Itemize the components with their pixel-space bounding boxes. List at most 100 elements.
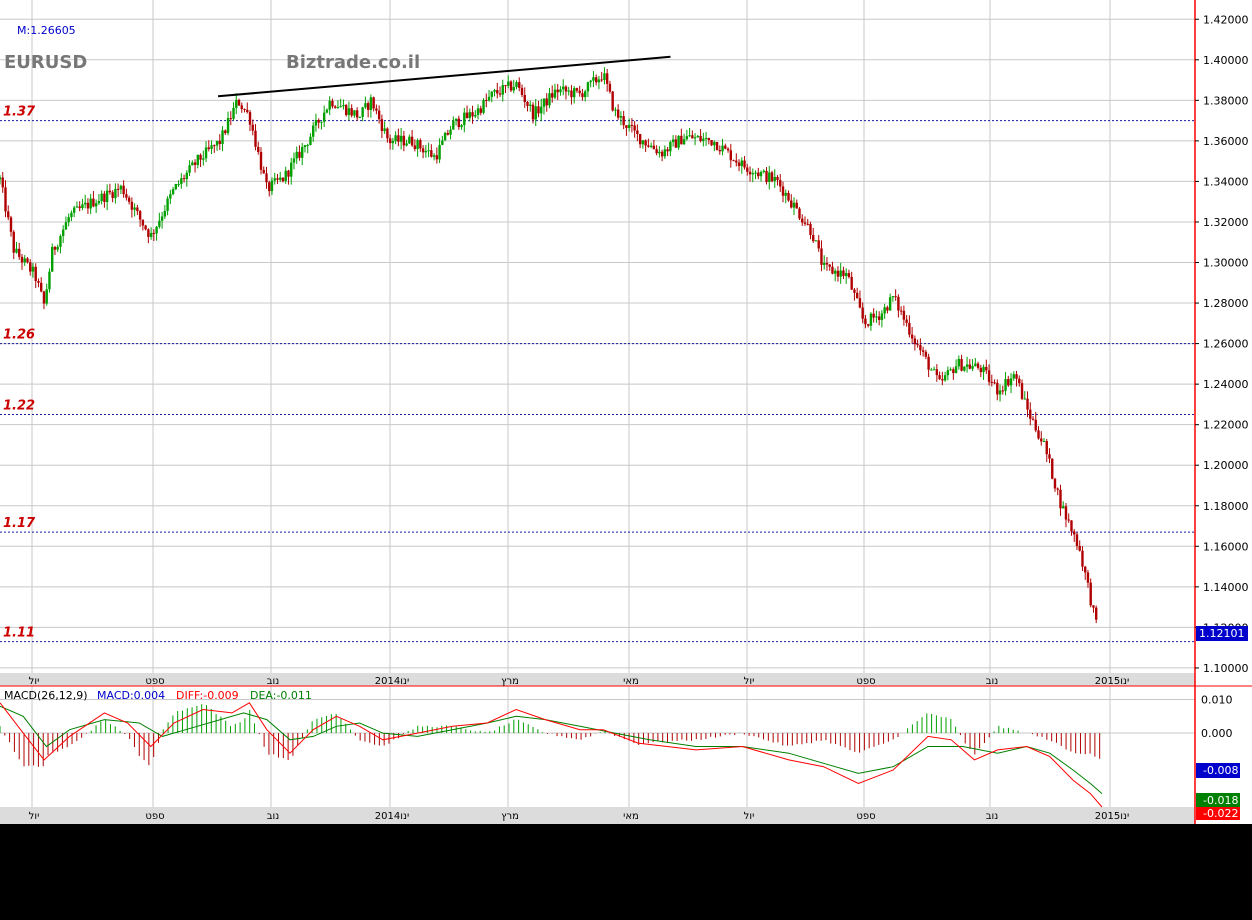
candle-up [619, 116, 623, 118]
candle-down [248, 112, 252, 125]
candle-up [399, 135, 403, 142]
dea-line [0, 705, 1103, 794]
candle-down [765, 170, 768, 183]
candle-down [787, 192, 790, 201]
macd-grid [0, 686, 1195, 807]
candle-down [1034, 419, 1037, 431]
candle-up [133, 207, 136, 210]
candle-down [537, 106, 540, 114]
candle-down [908, 322, 911, 335]
candle-down [605, 73, 609, 84]
candle-down [380, 119, 384, 131]
price-tick-label: 1.34000 [1203, 175, 1249, 188]
macd-date-ticks: יול ספט נוב 2014ינו מרץ מאי יול ספט נוב 2015ינו [29, 811, 1130, 822]
candle-down [1020, 383, 1024, 399]
macd-date-tick-label: 2014ינו [375, 811, 409, 822]
candle-up [427, 150, 430, 152]
candle-up [31, 266, 35, 272]
candle-up [114, 188, 117, 199]
candle-down [996, 382, 999, 395]
candle-up [688, 135, 691, 137]
candle-up [891, 296, 895, 298]
candle-down [103, 193, 106, 202]
candle-down [42, 291, 46, 304]
candle-down [111, 192, 114, 199]
candle-up [394, 135, 397, 142]
candle-up [202, 158, 205, 160]
candle-up [641, 140, 645, 145]
macd-date-tick-label: יול [29, 811, 40, 822]
candle-up [81, 204, 84, 209]
candles[interactable] [0, 67, 1098, 624]
candle-down [375, 108, 378, 111]
candle-down [817, 240, 820, 249]
price-grid [0, 0, 1195, 673]
candle-up [295, 151, 298, 159]
candle-down [737, 162, 741, 167]
candle-down [680, 135, 683, 145]
candle-up [586, 82, 590, 92]
candle-down [877, 316, 881, 320]
price-tick-label: 1.18000 [1203, 500, 1249, 513]
dea-readout: DEA:-0.011 [250, 689, 312, 702]
candle-up [309, 136, 312, 145]
candle-up [869, 313, 873, 326]
candle-down [108, 190, 112, 193]
candle-down [1045, 441, 1048, 455]
candle-down [652, 145, 656, 150]
candle-down [1059, 489, 1062, 509]
candle-down [861, 307, 864, 319]
candle-down [1092, 605, 1095, 608]
candle-down [855, 292, 859, 299]
level-label: 1.37 [3, 105, 36, 120]
candle-up [100, 193, 103, 202]
candle-up [424, 150, 428, 153]
candle-down [801, 218, 804, 223]
candle-down [26, 258, 29, 263]
candle-up [759, 172, 763, 177]
candle-down [435, 155, 439, 160]
candle-down [20, 256, 24, 263]
candle-down [1089, 582, 1092, 606]
candle-up [784, 192, 787, 196]
candle-down [924, 351, 928, 357]
candle-up [515, 82, 518, 88]
candle-down [718, 150, 722, 152]
candle-up [943, 375, 947, 381]
candle-up [306, 144, 309, 146]
candle-down [12, 231, 15, 253]
candle-down [182, 178, 186, 180]
candle-down [1015, 374, 1018, 379]
candle-down [152, 232, 156, 234]
candle-down [798, 208, 801, 219]
candle-up [221, 130, 224, 144]
candle-down [116, 188, 120, 190]
candle-down [224, 130, 227, 134]
candle-down [147, 229, 150, 237]
candle-down [630, 124, 634, 126]
candle-up [160, 216, 164, 221]
date-tick-label: מרץ [501, 676, 519, 687]
candle-up [875, 316, 878, 318]
trendline[interactable] [217, 55, 671, 98]
candle-up [540, 106, 543, 114]
macd-date-tick-label: מרץ [501, 811, 519, 822]
candle-down [1084, 566, 1087, 573]
candle-down [770, 172, 774, 182]
candle-down [251, 124, 254, 131]
candle-down [691, 135, 694, 139]
candle-up [67, 217, 70, 223]
candle-down [551, 93, 554, 98]
price-tick-label: 1.20000 [1203, 459, 1249, 472]
candle-up [163, 210, 167, 217]
candle-up [880, 313, 884, 320]
candle-up [685, 136, 689, 140]
candle-down [993, 382, 996, 384]
candle-down [1095, 607, 1098, 620]
candle-up [292, 158, 296, 163]
candle-up [270, 180, 274, 192]
candle-up [954, 366, 958, 374]
candle-up [982, 366, 985, 373]
candle-down [218, 140, 221, 144]
macd-date-tick-label: מאי [623, 811, 639, 822]
